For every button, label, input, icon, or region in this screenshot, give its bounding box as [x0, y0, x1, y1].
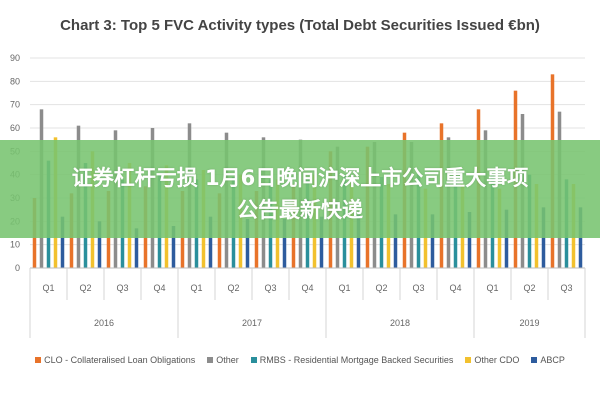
year-group-label: 2018: [390, 318, 410, 328]
overlay-banner: [0, 140, 600, 238]
legend-item: RMBS - Residential Mortgage Backed Secur…: [250, 355, 454, 365]
x-tick-label: Q2: [523, 283, 535, 293]
x-tick-label: Q1: [190, 283, 202, 293]
year-group-label: 2017: [242, 318, 262, 328]
x-tick-label: Q2: [79, 283, 91, 293]
bar: [282, 219, 287, 268]
y-tick-label: 0: [15, 263, 20, 273]
legend-item: Other CDO: [465, 355, 519, 365]
bar: [356, 214, 361, 268]
legend-label: Other CDO: [474, 355, 520, 365]
y-tick-label: 70: [10, 100, 20, 110]
x-tick-label: Q4: [153, 283, 165, 293]
bar: [245, 219, 250, 268]
x-tick-label: Q2: [227, 283, 239, 293]
legend-swatch: [531, 357, 538, 363]
bar: [60, 216, 65, 268]
year-group-label: 2019: [519, 318, 539, 328]
legend-item: Other: [207, 355, 239, 365]
bar: [467, 212, 472, 268]
x-tick-label: Q3: [264, 283, 276, 293]
overlay-banner-text: 证券杠杆亏损 1月6日晚间沪深上市公司重大事项 公告最新快递: [0, 162, 600, 226]
x-tick-label: Q3: [116, 283, 128, 293]
banner-line-1: 证券杠杆亏损 1月6日晚间沪深上市公司重大事项: [71, 166, 529, 190]
legend-swatch: [35, 357, 42, 363]
banner-line-2: 公告最新快递: [237, 198, 363, 222]
bar: [134, 228, 139, 268]
y-tick-label: 10: [10, 240, 20, 250]
chart-legend: CLO - Collateralised Loan Obligations Oth…: [0, 350, 600, 370]
legend-label: ABCP: [540, 355, 565, 365]
x-tick-label: Q1: [42, 283, 54, 293]
bar: [393, 214, 398, 268]
x-tick-label: Q3: [560, 283, 572, 293]
x-tick-label: Q2: [375, 283, 387, 293]
bar: [430, 214, 435, 268]
legend-label: CLO - Collateralised Loan Obligations: [44, 355, 196, 365]
bar: [171, 226, 176, 268]
y-tick-label: 60: [10, 123, 20, 133]
x-tick-label: Q4: [449, 283, 461, 293]
x-tick-label: Q3: [412, 283, 424, 293]
chart-title: Chart 3: Top 5 FVC Activity types (Total…: [60, 17, 540, 34]
legend-swatch: [250, 357, 257, 363]
y-tick-label: 90: [10, 53, 20, 63]
x-tick-label: Q1: [338, 283, 350, 293]
x-tick-label: Q4: [301, 283, 313, 293]
x-tick-label: Q1: [486, 283, 498, 293]
legend-swatch: [465, 357, 472, 363]
legend-item: ABCP: [531, 355, 565, 365]
bar: [504, 209, 509, 268]
legend-label: RMBS - Residential Mortgage Backed Secur…: [259, 355, 454, 365]
y-tick-label: 80: [10, 76, 20, 86]
bar: [208, 216, 213, 268]
legend-label: Other: [216, 355, 239, 365]
year-group-label: 2016: [94, 318, 114, 328]
legend-swatch: [207, 357, 214, 363]
bar: [97, 221, 102, 268]
bar: [319, 216, 324, 268]
legend-item: CLO - Collateralised Loan Obligations: [35, 355, 195, 365]
